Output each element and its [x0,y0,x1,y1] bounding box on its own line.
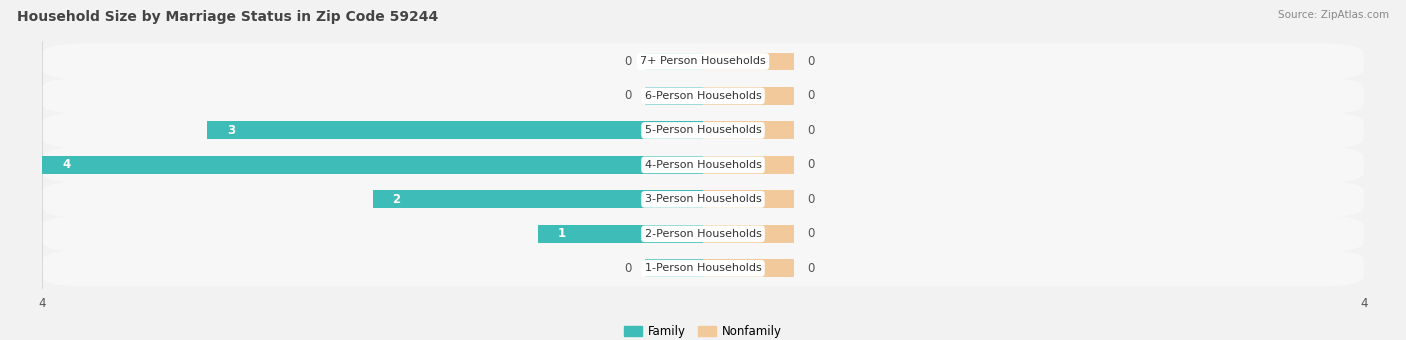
Bar [703,156,794,174]
Legend: Family, Nonfamily: Family, Nonfamily [624,325,782,338]
Bar [645,259,703,277]
Text: 0: 0 [624,89,631,102]
Text: 0: 0 [807,158,814,171]
Text: 5-Person Households: 5-Person Households [644,125,762,135]
Bar [645,87,703,105]
Text: 1-Person Households: 1-Person Households [644,263,762,273]
Text: 2: 2 [392,193,401,206]
Text: 4: 4 [62,158,70,171]
Text: 0: 0 [807,55,814,68]
FancyBboxPatch shape [42,250,1364,287]
Text: 1: 1 [558,227,565,240]
Text: Household Size by Marriage Status in Zip Code 59244: Household Size by Marriage Status in Zip… [17,10,439,24]
FancyBboxPatch shape [42,216,1364,252]
FancyBboxPatch shape [42,181,1364,218]
Bar [207,121,703,139]
Bar [703,52,794,70]
Text: 2-Person Households: 2-Person Households [644,229,762,239]
FancyBboxPatch shape [42,112,1364,149]
Bar [42,156,703,174]
Text: 7+ Person Households: 7+ Person Households [640,56,766,67]
FancyBboxPatch shape [42,147,1364,183]
FancyBboxPatch shape [42,78,1364,114]
Text: 0: 0 [807,262,814,275]
Bar [645,52,703,70]
Bar [703,87,794,105]
Bar [537,225,703,243]
Text: 0: 0 [807,227,814,240]
Text: 3: 3 [228,124,235,137]
Text: 3-Person Households: 3-Person Households [644,194,762,204]
Bar [703,190,794,208]
Text: 0: 0 [807,193,814,206]
Bar [703,121,794,139]
Text: 0: 0 [807,89,814,102]
Text: 0: 0 [624,55,631,68]
Text: 4-Person Households: 4-Person Households [644,160,762,170]
Text: 0: 0 [807,124,814,137]
Bar [703,259,794,277]
Bar [373,190,703,208]
Text: 6-Person Households: 6-Person Households [644,91,762,101]
Text: 0: 0 [624,262,631,275]
Bar [703,225,794,243]
Text: Source: ZipAtlas.com: Source: ZipAtlas.com [1278,10,1389,20]
FancyBboxPatch shape [42,43,1364,80]
